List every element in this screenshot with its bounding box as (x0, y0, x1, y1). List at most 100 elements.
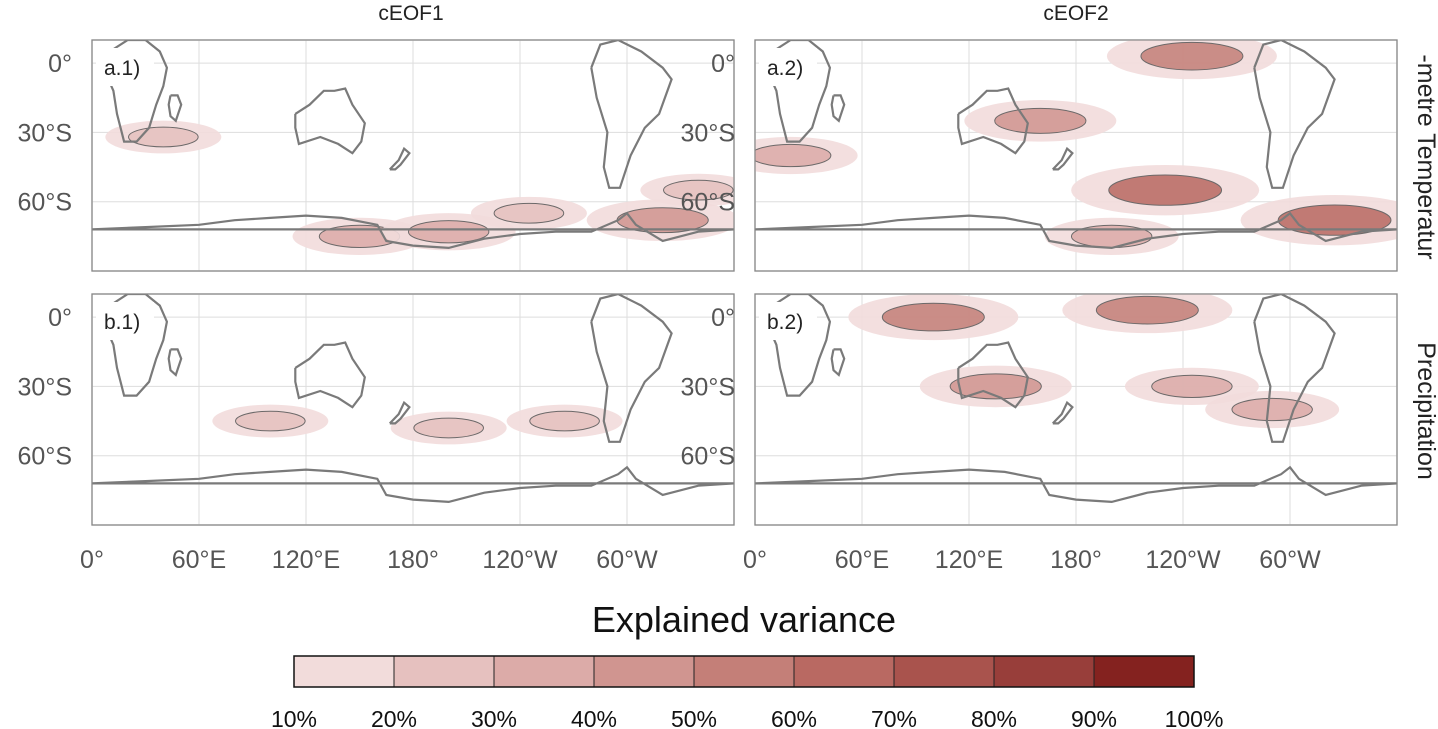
colorbar-tick-label: 100% (1165, 706, 1224, 729)
coastline (957, 341, 1029, 409)
y-tick-label: 60°S (18, 443, 72, 471)
coastline (1253, 40, 1336, 189)
variance-region (994, 107, 1087, 134)
colorbar-tick-label: 60% (771, 706, 817, 729)
x-tick-label: 60°E (172, 546, 226, 574)
coastline (92, 211, 734, 250)
coastline (590, 40, 673, 189)
x-tick-label: 0° (743, 546, 767, 574)
row-title-precipitation: Precipitation (1412, 342, 1438, 480)
variance-region (663, 179, 734, 201)
map-panel-4: b.2) 0° 30°S 60°S (681, 293, 1398, 526)
variance-region (1151, 374, 1233, 399)
row-title-temperature: -metre Temperatur (1412, 54, 1438, 259)
coastline (105, 294, 169, 397)
panel-label-bg (96, 302, 154, 340)
coastline (957, 87, 1029, 155)
coastline (389, 400, 411, 425)
y-tick-label: 0° (48, 304, 72, 332)
x-tick-label: 180° (1050, 546, 1102, 574)
variance-region (1231, 397, 1313, 422)
variance-region (949, 373, 1042, 400)
coastline (389, 146, 411, 171)
coastline (755, 465, 1397, 504)
x-tick-label: 60°W (596, 546, 658, 574)
column-title-ceof2: cEOF2 (1043, 2, 1108, 25)
variance-region (1108, 174, 1223, 206)
variance-region (493, 202, 565, 224)
panel-label-bg (759, 302, 817, 340)
colorbar-tick-label: 30% (471, 706, 517, 729)
x-tick-label: 120°W (1145, 546, 1221, 574)
coastline (830, 94, 846, 123)
colorbar-segment (393, 655, 495, 688)
y-tick-label: 60°S (18, 189, 72, 217)
variance-region (1095, 295, 1199, 325)
column-title-ceof1: cEOF1 (378, 2, 443, 25)
coastline (167, 94, 183, 123)
colorbar-tick-label: 90% (1071, 706, 1117, 729)
y-tick-label: 30°S (681, 373, 735, 401)
colorbar-segment (893, 655, 995, 688)
colorbar: 10% 20% 30% 40% 50% 60% 70% 80% 90% 100% (271, 655, 1224, 729)
x-tick-label: 180° (387, 546, 439, 574)
panel-label-bg (96, 48, 154, 86)
colorbar-segment (793, 655, 895, 688)
coastline (1253, 294, 1336, 443)
colorbar-segment (993, 655, 1095, 688)
panel-label: a.1) (104, 57, 140, 80)
coastline (92, 465, 734, 504)
variance-region (881, 302, 985, 332)
x-tick-label: 120°E (935, 546, 1003, 574)
variance-region (128, 126, 199, 148)
variance-region (529, 410, 600, 432)
y-tick-label: 0° (711, 304, 735, 332)
y-tick-label: 0° (711, 50, 735, 78)
panel-label: b.2) (767, 311, 803, 334)
colorbar-segment (293, 655, 395, 688)
variance-region (235, 410, 306, 432)
map-panel-3: b.1) 0° 30°S 60°S (18, 293, 735, 526)
colorbar-tick-label: 70% (871, 706, 917, 729)
coastline (105, 40, 169, 143)
map-panel-2: a.2) 0° 30°S 60°S (681, 39, 1398, 272)
x-tick-label: 60°W (1259, 546, 1321, 574)
coastline (830, 348, 846, 377)
coastline (768, 294, 832, 397)
colorbar-title: Explained variance (592, 599, 896, 640)
colorbar-segment (693, 655, 795, 688)
x-tick-label: 0° (80, 546, 104, 574)
y-tick-label: 30°S (18, 373, 72, 401)
variance-region (407, 220, 490, 244)
variance-region (1277, 204, 1392, 236)
colorbar-tick-label: 80% (971, 706, 1017, 729)
coastline (167, 348, 183, 377)
coastline (755, 211, 1397, 250)
colorbar-segment (493, 655, 595, 688)
x-tick-label: 120°W (482, 546, 558, 574)
coastline (1052, 400, 1074, 425)
coastline (590, 294, 673, 443)
variance-region (413, 417, 484, 439)
colorbar-tick-label: 10% (271, 706, 317, 729)
coastline (294, 87, 366, 155)
panel-label: b.1) (104, 311, 140, 334)
colorbar-segment (1093, 655, 1195, 688)
map-panel-1: a.1) 0° 30°S 60°S (18, 39, 735, 272)
variance-region (755, 143, 832, 168)
y-tick-label: 60°S (681, 189, 735, 217)
colorbar-segment (593, 655, 695, 688)
variance-region (1140, 41, 1244, 71)
coastline (1052, 146, 1074, 171)
y-tick-label: 30°S (681, 119, 735, 147)
x-tick-label: 120°E (272, 546, 340, 574)
y-tick-label: 0° (48, 50, 72, 78)
coastline (768, 40, 832, 143)
panel-label: a.2) (767, 57, 803, 80)
y-tick-label: 30°S (18, 119, 72, 147)
colorbar-tick-label: 20% (371, 706, 417, 729)
colorbar-tick-label: 50% (671, 706, 717, 729)
panel-label-bg (759, 48, 817, 86)
colorbar-tick-label: 40% (571, 706, 617, 729)
